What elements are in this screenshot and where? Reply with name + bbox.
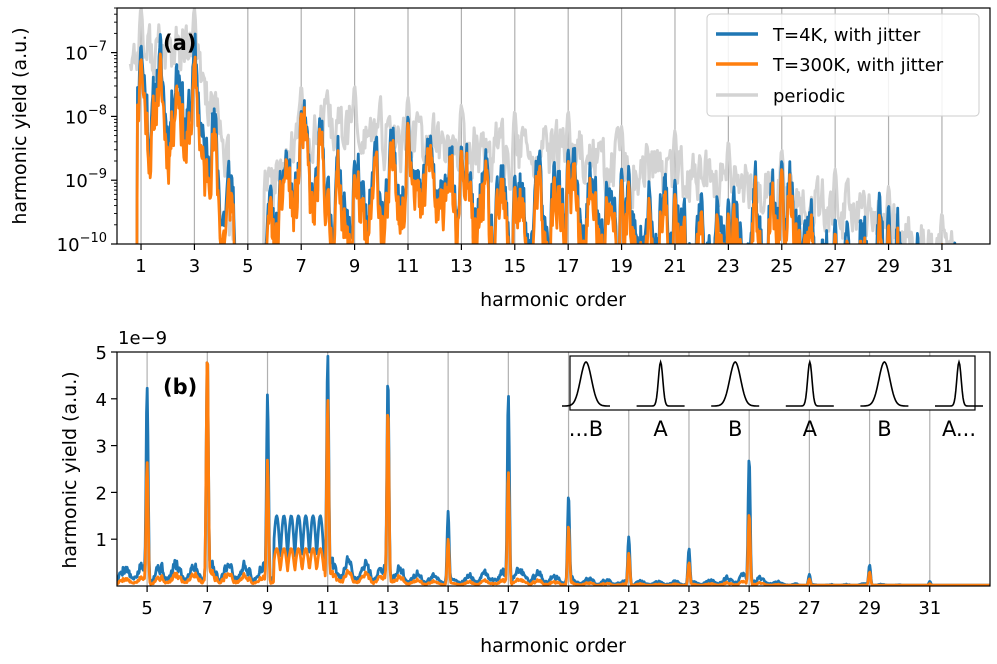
- inset-label: B: [877, 417, 891, 441]
- panel-a-label: (a): [163, 31, 196, 55]
- panel-a-x-tick-label: 15: [503, 256, 526, 277]
- panel-a-x-tick-label: 13: [450, 256, 473, 277]
- legend-label-4k: T=4K, with jitter: [772, 25, 921, 46]
- panel-b-x-tick-label: 15: [437, 598, 460, 619]
- panel-a-x-tick-label: 29: [877, 256, 900, 277]
- inset-label: A: [803, 417, 818, 441]
- panel-a-series: [128, 8, 957, 244]
- panel-b-x-tick-label: 9: [262, 598, 273, 619]
- panel-a-legend: T=4K, with jitter T=300K, with jitter pe…: [706, 13, 980, 117]
- panel-a-x-tick-label: 23: [717, 256, 740, 277]
- panel-a-x-axis-label: harmonic order: [480, 289, 626, 311]
- panel-b-x-tick-label: 29: [858, 598, 881, 619]
- panel-a-x-ticks: 1 3 5 7 9 11 13 15 17 19 21 23 25 27 29 31: [135, 244, 953, 277]
- panel-b-y-tick-label: 4: [96, 390, 107, 411]
- legend-label-300k: T=300K, with jitter: [772, 55, 944, 76]
- panel-a-x-tick-label: 9: [349, 256, 360, 277]
- panel-a-x-tick-label: 19: [610, 256, 633, 277]
- panel-b-x-tick-label: 19: [557, 598, 580, 619]
- panel-b-y-tick-label: 5: [96, 343, 107, 364]
- panel-b-x-tick-label: 5: [141, 598, 152, 619]
- inset-pulse-b: [562, 361, 610, 407]
- panel-b-x-axis-label: harmonic order: [480, 635, 626, 657]
- panel-b-x-tick-label: 11: [316, 598, 339, 619]
- panel-a: 1 3 5 7 9 11 13 15 17 19 21 23 25 27 29 31 10−1010−910−…: [9, 7, 991, 311]
- inset-frame: [569, 355, 976, 411]
- panel-a-x-tick-label: 17: [557, 256, 580, 277]
- panel-a-y-tick-label: 10−10: [57, 231, 107, 256]
- panel-a-y-tick-label: 10−7: [65, 40, 107, 65]
- inset-label: B: [728, 417, 742, 441]
- inset-pulses: [562, 359, 983, 407]
- panel-b-series-300k: [117, 361, 990, 586]
- panel-a-series-300k: [135, 52, 944, 244]
- panel-a-series-4k: [135, 32, 957, 244]
- panel-a-y-tick-label: 10−8: [65, 103, 107, 128]
- panel-a-lines: [128, 8, 957, 244]
- inset-pulse-b: [711, 361, 760, 407]
- inset-label: ...B: [569, 417, 603, 441]
- panel-b-x-tick-label: 31: [918, 598, 941, 619]
- legend-box: [706, 13, 980, 117]
- inset-labels: ...B A B A B A...: [569, 417, 976, 441]
- panel-b-x-tick-label: 13: [376, 598, 399, 619]
- panel-a-x-tick-label: 27: [824, 256, 847, 277]
- panel-b-series: [117, 354, 990, 586]
- panel-b-y-offset-label: 1e−9: [118, 328, 167, 349]
- panel-a-x-tick-label: 1: [135, 256, 146, 277]
- panel-a-x-tick-label: 3: [189, 256, 200, 277]
- panel-b-x-tick-label: 7: [202, 598, 213, 619]
- panel-b-y-tick-label: 3: [96, 437, 107, 458]
- panel-a-y-axis-label: harmonic yield (a.u.): [9, 27, 31, 224]
- panel-b-y-tick-label: 2: [96, 483, 107, 504]
- panel-b-y-ticks: 1 2 3 4 5: [96, 343, 117, 551]
- panel-a-x-tick-label: 5: [242, 256, 253, 277]
- panel-a-x-tick-label: 25: [770, 256, 793, 277]
- panel-b-x-ticks: 5 7 9 11 13 15 17 19 21 23 25 27 29 31: [141, 586, 941, 619]
- panel-a-series-periodic: [128, 8, 956, 244]
- panel-a-y-tick-label: 10−9: [65, 167, 107, 192]
- panel-a-y-ticks: 10−10 10−9 10−8 10−7: [57, 7, 117, 256]
- inset-label: A: [653, 417, 668, 441]
- panel-a-x-tick-label: 31: [930, 256, 953, 277]
- panel-a-x-tick-label: 11: [397, 256, 420, 277]
- legend-label-periodic: periodic: [773, 86, 845, 107]
- inset-pulse-a: [935, 359, 983, 407]
- inset-label: A...: [942, 417, 976, 441]
- panel-b-x-tick-label: 27: [798, 598, 821, 619]
- inset-pulse-train: ...B A B A B A...: [562, 355, 983, 441]
- panel-b-y-tick-label: 1: [96, 530, 107, 551]
- panel-b-lines: [117, 354, 990, 586]
- panel-a-x-tick-label: 7: [295, 256, 306, 277]
- inset-pulse-b: [860, 361, 909, 407]
- panel-b-x-tick-label: 25: [738, 598, 761, 619]
- inset-pulse-a: [785, 359, 834, 407]
- inset-pulse-a: [636, 359, 685, 407]
- panel-b-x-tick-label: 23: [678, 598, 701, 619]
- panel-a-x-tick-label: 21: [664, 256, 687, 277]
- panel-b-label: (b): [163, 375, 197, 399]
- panel-b-y-axis-label: harmonic yield (a.u.): [59, 371, 81, 568]
- panel-b-x-tick-label: 17: [497, 598, 520, 619]
- panel-b-frame: [116, 351, 991, 587]
- panel-b-x-tick-label: 21: [617, 598, 640, 619]
